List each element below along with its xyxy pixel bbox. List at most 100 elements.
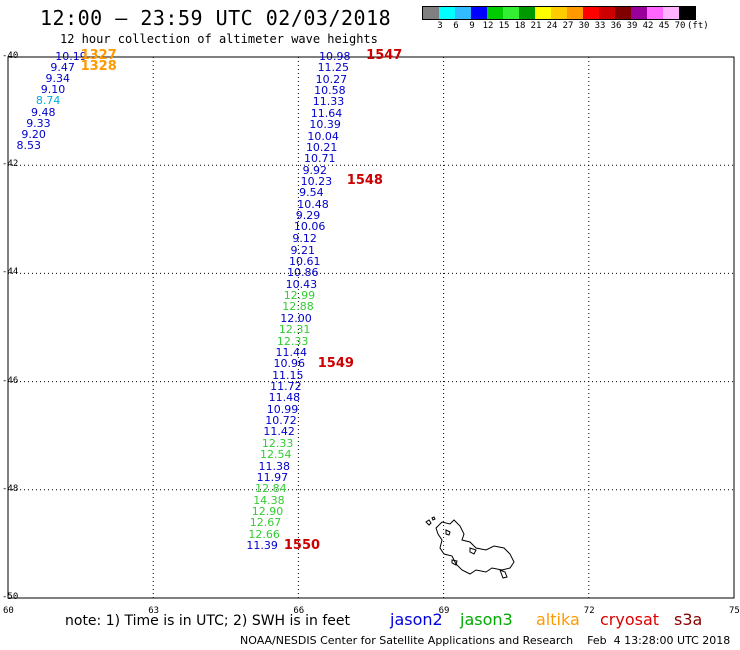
map-note: note: 1) Time is in UTC; 2) SWH is in fe… xyxy=(65,613,351,629)
scale-swatch xyxy=(615,7,631,19)
scale-swatch xyxy=(519,7,535,19)
scale-label: 6 xyxy=(453,21,459,31)
wave-height-label: 10.48 xyxy=(297,197,329,211)
scale-swatch xyxy=(471,7,487,19)
scale-label: 70 xyxy=(674,21,686,31)
wave-height-label: 11.25 xyxy=(317,61,350,75)
wave-height-label: 11.33 xyxy=(312,95,345,109)
longitude-label: 60 xyxy=(3,606,14,616)
wave-height-label: 12.66 xyxy=(248,527,280,541)
wave-height-label: 8.74 xyxy=(35,94,61,108)
wave-height-label: 10.27 xyxy=(315,72,348,86)
orbit-rev-label: 1547 xyxy=(366,47,403,63)
scale-swatch xyxy=(487,7,503,19)
latitude-label: -48 xyxy=(2,483,19,494)
scale-label: 9 xyxy=(469,21,475,31)
scale-label: 39 xyxy=(626,21,638,31)
wave-height-label: 12.67 xyxy=(249,516,282,530)
wave-height-label: 10.61 xyxy=(289,255,321,269)
orbit-rev-label: 1548 xyxy=(346,173,383,189)
orbit-rev-label: 1327 xyxy=(80,47,117,63)
color-scale-legend xyxy=(422,6,696,20)
latitude-label: -50 xyxy=(2,592,19,602)
wave-height-label: 10.58 xyxy=(314,84,346,98)
credit-footer: NOAA/NESDIS Center for Satellite Applica… xyxy=(240,634,731,647)
satellite-legend-altika: altika xyxy=(536,610,580,629)
wave-height-label: 10.99 xyxy=(266,402,299,416)
wave-height-label: 12.00 xyxy=(280,311,312,325)
wave-height-label: 10.21 xyxy=(305,140,338,154)
longitude-label: 69 xyxy=(438,606,450,616)
wave-height-label: 12.31 xyxy=(278,323,311,337)
wave-height-label: 10.72 xyxy=(265,414,297,428)
wave-height-label: 11.42 xyxy=(263,425,295,439)
wave-height-label: 9.21 xyxy=(290,243,315,257)
longitude-label: 75 xyxy=(729,606,740,616)
scale-label: (ft) xyxy=(687,21,709,31)
map-title: 12:00 — 23:59 UTC 02/03/2018 xyxy=(40,6,392,30)
scale-label: 3 xyxy=(437,21,443,31)
latitude-label: -44 xyxy=(2,267,19,278)
wave-height-label: 10.71 xyxy=(304,152,336,166)
scale-swatch xyxy=(455,7,471,19)
wave-height-label: 10.98 xyxy=(319,50,351,63)
wave-height-label: 12.99 xyxy=(283,289,316,303)
scale-label: 33 xyxy=(594,21,606,31)
wave-height-label: 9.20 xyxy=(21,128,46,142)
graticule xyxy=(7,56,735,599)
scale-swatch xyxy=(535,7,551,19)
scale-label: 30 xyxy=(578,21,590,31)
wave-height-label: 10.96 xyxy=(273,357,306,371)
longitude-label: 63 xyxy=(148,606,160,616)
scale-label: 27 xyxy=(562,21,574,31)
wave-height-label: 9.29 xyxy=(295,209,321,223)
wave-height-label: 9.48 xyxy=(31,105,56,119)
orbit-rev-label: 1550 xyxy=(283,537,321,553)
wave-height-label: 12.54 xyxy=(259,448,292,462)
scale-swatch xyxy=(567,7,583,19)
kerguelen-islands xyxy=(425,516,515,579)
wave-height-label: 11.72 xyxy=(270,380,302,393)
scale-swatch xyxy=(631,7,647,19)
wave-height-label: 12.84 xyxy=(255,482,287,496)
wave-height-label: 9.34 xyxy=(45,71,71,85)
scale-swatch xyxy=(599,7,615,19)
scale-label: 18 xyxy=(514,21,526,31)
wave-height-label: 9.47 xyxy=(50,60,75,74)
scale-swatch xyxy=(663,7,679,19)
scale-swatch xyxy=(679,7,695,19)
wave-height-label: 10.04 xyxy=(307,129,339,143)
wave-height-label: 9.12 xyxy=(292,232,317,246)
wave-height-label: 8.53 xyxy=(16,138,42,152)
scale-label: 15 xyxy=(498,21,510,31)
wave-height-label: 12.33 xyxy=(261,436,294,450)
satellite-legend-s3a: s3a xyxy=(674,610,703,629)
wave-height-label: 11.38 xyxy=(258,459,291,473)
wave-height-label: 11.15 xyxy=(272,368,304,382)
wave-height-label: 10.19 xyxy=(55,50,87,63)
scale-label: 12 xyxy=(482,21,494,31)
wave-height-label: 12.90 xyxy=(251,504,284,518)
scale-label: 24 xyxy=(546,21,558,31)
map-subtitle: 12 hour collection of altimeter wave hei… xyxy=(60,32,378,46)
wave-height-label: 9.54 xyxy=(299,186,324,200)
wave-height-label: 11.48 xyxy=(268,391,301,405)
latitude-label: -42 xyxy=(2,159,19,170)
wave-height-label: 12.88 xyxy=(282,300,314,314)
scale-swatch xyxy=(583,7,599,19)
scale-swatch xyxy=(503,7,519,19)
wave-height-label: 14.38 xyxy=(253,493,285,507)
orbit-rev-label: 1328 xyxy=(80,58,117,74)
wave-height-label: 10.43 xyxy=(285,277,318,291)
wave-height-label: 10.86 xyxy=(287,266,319,280)
scale-swatch xyxy=(551,7,567,19)
wave-height-label: 11.97 xyxy=(256,470,289,484)
wave-height-label: 10.06 xyxy=(293,220,326,234)
wave-height-label: 9.92 xyxy=(302,163,328,177)
scale-swatch xyxy=(647,7,663,19)
scale-label: 36 xyxy=(610,21,622,31)
scale-label: 21 xyxy=(530,21,542,31)
longitude-label: 66 xyxy=(293,606,305,616)
map-frame xyxy=(7,56,735,599)
